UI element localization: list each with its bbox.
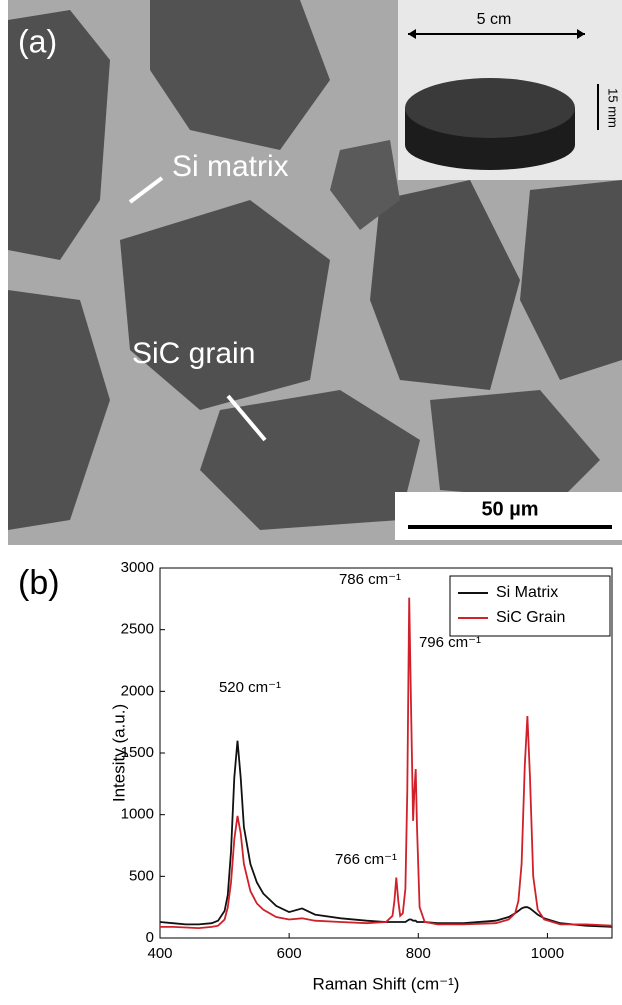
legend-label: SiC Grain xyxy=(496,609,565,626)
figure: 5 cm 15 mm (a) Si matrix SiC grain 50 µm… xyxy=(0,0,622,1000)
y-tick-label: 1000 xyxy=(121,806,154,823)
x-axis-label: Raman Shift (cm⁻¹) xyxy=(313,974,460,993)
legend-label: Si Matrix xyxy=(496,584,558,601)
x-tick-label: 600 xyxy=(277,945,302,962)
disk-top xyxy=(405,78,575,138)
panel-label: (b) xyxy=(18,564,60,602)
y-tick-label: 2000 xyxy=(121,682,154,699)
micrograph: 5 cm 15 mm (a) Si matrix SiC grain 50 µm xyxy=(8,0,622,545)
x-tick-label: 800 xyxy=(406,945,431,962)
x-tick-label: 1000 xyxy=(531,945,564,962)
peak-label: 766 cm⁻¹ xyxy=(335,851,397,868)
series-line xyxy=(160,741,612,927)
scale-bar-label: 50 µm xyxy=(481,498,538,520)
inset-height: 15 mm xyxy=(606,88,621,128)
y-tick-label: 3000 xyxy=(121,559,154,576)
y-tick-label: 500 xyxy=(129,867,154,884)
annotation: SiC grain xyxy=(132,337,255,370)
y-tick-label: 0 xyxy=(146,929,154,946)
x-tick-label: 400 xyxy=(147,945,172,962)
y-tick-label: 2500 xyxy=(121,621,154,638)
peak-label: 786 cm⁻¹ xyxy=(339,571,401,588)
peak-label: 520 cm⁻¹ xyxy=(219,679,281,696)
series-line xyxy=(160,598,612,929)
inset-width: 5 cm xyxy=(477,11,512,28)
annotation: Si matrix xyxy=(172,150,289,183)
y-axis-label: Intesity (a.u.) xyxy=(109,704,128,802)
page: 5 cm 15 mm (a) Si matrix SiC grain 50 µm… xyxy=(0,0,622,1000)
panel-label: (a) xyxy=(18,23,57,59)
peak-label: 796 cm⁻¹ xyxy=(419,634,481,651)
